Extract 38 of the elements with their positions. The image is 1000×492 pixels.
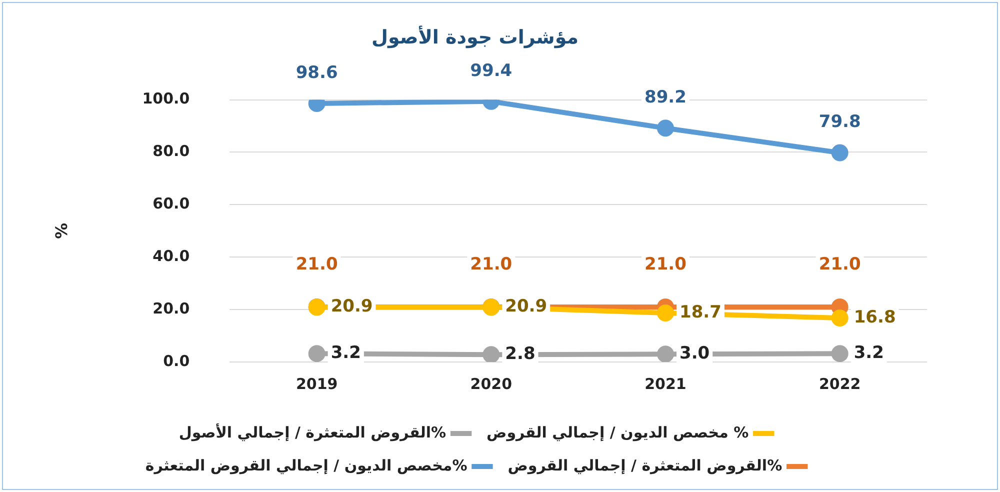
data-label: 20.9 <box>330 296 373 317</box>
y-tick-label: 20.0 <box>152 299 190 318</box>
point <box>831 309 848 326</box>
y-tick-label: 80.0 <box>152 142 190 160</box>
y-tick-label: 100.0 <box>142 90 190 108</box>
point <box>656 304 674 322</box>
data-label: 3.2 <box>854 343 884 364</box>
point <box>308 345 326 362</box>
legend-label: القروض المتعثرة / إجمالي القروض% <box>508 456 782 474</box>
x-tick-label: 2019 <box>296 374 338 393</box>
data-label: 3.2 <box>330 343 361 364</box>
x-tick-label: 2022 <box>818 374 861 393</box>
y-tick-label: 40.0 <box>152 247 190 266</box>
legend-label: مخصص الديون / إجمالي القروض % <box>486 423 749 442</box>
data-label: 21.0 <box>818 254 861 274</box>
data-label: 98.6 <box>296 62 338 83</box>
data-label: 18.7 <box>679 302 722 322</box>
data-label: 99.4 <box>470 60 512 81</box>
legend-label: القروض المتعثرة / إجمالي الأصول% <box>178 422 446 442</box>
y-tick-label: 60.0 <box>152 194 190 213</box>
point <box>831 345 848 362</box>
x-tick-label: 2021 <box>644 374 686 393</box>
chart-title: مؤشرات جودة الأصول <box>371 25 579 48</box>
data-label: 21.0 <box>296 254 338 274</box>
data-label: 21.0 <box>644 254 687 274</box>
data-label: 89.2 <box>644 88 686 108</box>
legend-label: مخصص الديون / إجمالي القروض المتعثرة% <box>145 456 468 474</box>
x-tick-label: 2020 <box>470 374 512 393</box>
data-label: 20.9 <box>505 296 548 317</box>
y-tick-label: 0.0 <box>163 352 190 370</box>
data-label: 3.0 <box>679 344 710 364</box>
data-label: 21.0 <box>470 254 512 274</box>
y-axis-title: % <box>52 222 71 239</box>
data-label: 16.8 <box>854 307 896 328</box>
data-label: 79.8 <box>818 112 861 132</box>
point <box>656 346 674 362</box>
data-label: 2.8 <box>505 344 536 364</box>
point <box>482 346 500 362</box>
